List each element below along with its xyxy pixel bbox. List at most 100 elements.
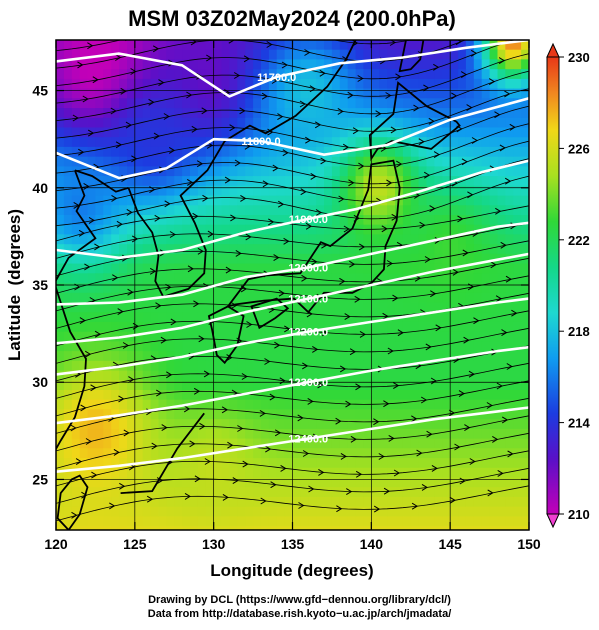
wind-arrow <box>497 469 504 477</box>
temperature-cell <box>221 331 230 342</box>
temperature-cell <box>237 506 246 517</box>
temperature-cell <box>150 283 160 294</box>
temperature-cell <box>418 360 428 372</box>
temperature-cell <box>103 117 112 129</box>
temperature-cell <box>150 88 160 99</box>
temperature-cell <box>292 69 301 80</box>
temperature-cell <box>363 40 372 51</box>
temperature-cell <box>213 117 223 129</box>
temperature-cell <box>513 496 522 508</box>
temperature-cell <box>465 341 475 352</box>
temperature-cell <box>56 292 65 304</box>
temperature-cell <box>111 69 120 80</box>
temperature-cell <box>205 321 215 333</box>
temperature-cell <box>103 380 112 391</box>
temperature-cell <box>434 78 443 90</box>
temperature-cell <box>245 390 254 401</box>
temperature-cell <box>95 351 104 362</box>
temperature-cell <box>213 88 223 99</box>
temperature-cell <box>229 205 238 216</box>
temperature-cell <box>221 506 230 517</box>
x-tick-label: 145 <box>438 536 462 552</box>
temperature-cell <box>190 380 199 391</box>
temperature-cell <box>481 496 491 508</box>
temperature-cell <box>111 127 120 138</box>
temperature-cell <box>395 88 404 99</box>
temperature-cell <box>190 536 199 546</box>
temperature-cell <box>63 69 73 80</box>
wind-arrow <box>352 127 360 135</box>
temperature-cell <box>347 321 357 333</box>
temperature-cell <box>56 49 65 60</box>
temperature-cell <box>197 506 207 517</box>
temperature-cell <box>79 137 89 148</box>
temperature-cell <box>497 526 506 530</box>
temperature-cell <box>458 205 467 216</box>
temperature-cell <box>339 195 349 206</box>
wind-arrow <box>123 429 130 437</box>
temperature-cell <box>355 458 365 469</box>
temperature-cell <box>166 176 175 187</box>
temperature-cell <box>418 78 428 90</box>
temperature-cell <box>276 516 286 527</box>
temperature-cell <box>269 536 278 546</box>
temperature-cell <box>95 224 104 235</box>
temperature-cell <box>142 224 152 235</box>
temperature-cell <box>426 283 435 294</box>
temperature-cell <box>134 127 144 138</box>
temperature-cell <box>497 477 506 488</box>
temperature-cell <box>387 117 396 129</box>
wind-arrow <box>421 483 428 491</box>
wind-arrow <box>357 75 364 82</box>
wind-arrow <box>494 111 501 119</box>
wind-arrow <box>186 178 194 186</box>
temperature-cell <box>513 312 522 323</box>
temperature-cell <box>316 205 325 216</box>
temperature-cell <box>505 205 514 216</box>
temperature-cell <box>182 380 191 391</box>
temperature-cell <box>253 88 262 99</box>
temperature-cell <box>308 108 317 119</box>
temperature-cell <box>213 224 223 235</box>
temperature-cell <box>426 331 435 342</box>
temperature-cell <box>300 351 309 362</box>
temperature-cell <box>324 146 333 158</box>
temperature-cell <box>127 506 136 517</box>
temperature-cell <box>363 69 372 80</box>
temperature-cell <box>442 370 451 381</box>
temperature-cell <box>371 399 380 410</box>
temperature-cell <box>300 205 309 216</box>
temperature-cell <box>434 127 443 138</box>
temperature-cell <box>513 59 522 70</box>
temperature-cell <box>213 166 223 177</box>
temperature-cell <box>276 205 286 216</box>
temperature-cell <box>331 302 341 313</box>
temperature-cell <box>119 526 128 530</box>
temperature-cell <box>119 292 128 304</box>
temperature-cell <box>395 253 404 265</box>
temperature-cell <box>119 370 128 381</box>
temperature-cell <box>205 88 215 99</box>
temperature-cell <box>402 458 412 469</box>
temperature-cell <box>190 477 199 488</box>
temperature-cell <box>182 69 191 80</box>
temperature-cell <box>245 321 254 333</box>
temperature-cell <box>197 312 207 323</box>
temperature-cell <box>111 399 120 410</box>
wind-arrow <box>277 113 284 121</box>
temperature-cell <box>316 185 325 197</box>
temperature-cell <box>56 506 65 517</box>
temperature-cell <box>95 399 104 410</box>
temperature-cell <box>513 351 522 362</box>
temperature-cell <box>166 360 175 372</box>
temperature-cell <box>395 370 404 381</box>
temperature-cell <box>276 156 286 167</box>
wind-arrow <box>120 87 127 95</box>
temperature-cell <box>347 526 357 530</box>
temperature-cell <box>410 98 420 109</box>
temperature-cell <box>71 419 81 430</box>
temperature-cell <box>347 428 357 440</box>
temperature-cell <box>103 205 112 216</box>
temperature-cell <box>276 146 286 158</box>
wind-arrow <box>240 194 247 202</box>
